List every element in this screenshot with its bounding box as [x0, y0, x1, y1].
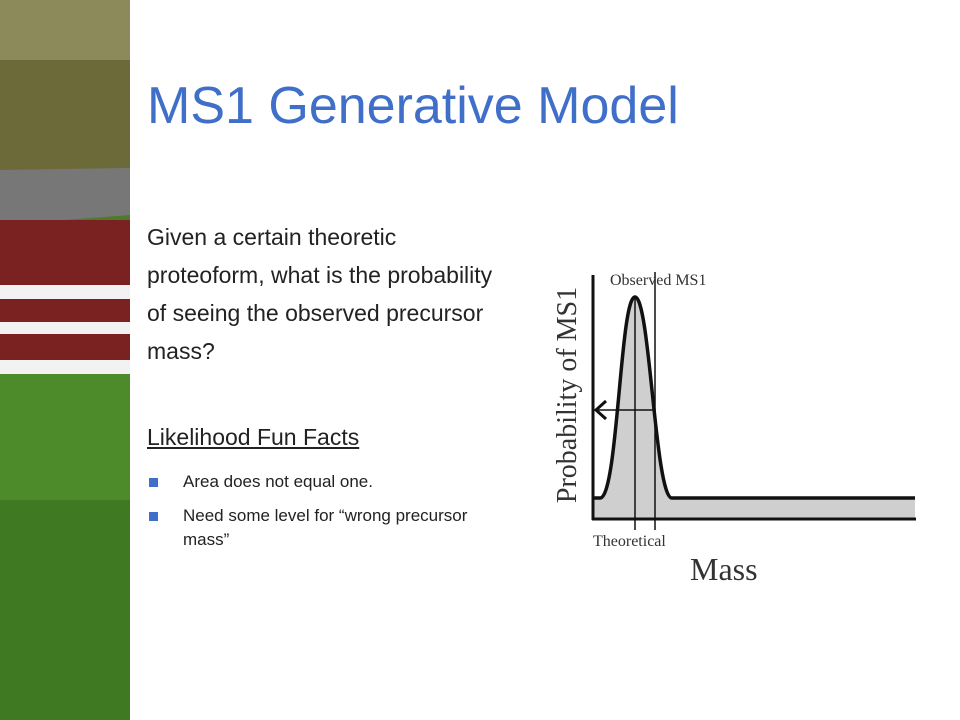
subheading: Likelihood Fun Facts [147, 424, 360, 450]
figure: Observed MS1 Probability of MS1 Theoreti… [552, 272, 916, 587]
photo-strip [0, 0, 130, 720]
bullet: Area does not equal one. [147, 470, 507, 494]
body-text: Given a certain theoretic proteoform, wh… [147, 224, 493, 364]
arrow-head [593, 399, 608, 421]
area [593, 297, 915, 518]
theoretical-label: Theoretical [593, 533, 666, 550]
observed-label: Observed MS1 [610, 272, 706, 289]
y-axis-label: Probability of MS1 [552, 287, 583, 503]
title: MS1 Generative Model [147, 77, 679, 135]
bullet: Need some level for “wrong precursor mas… [147, 504, 507, 552]
bullet-list: Area does not equal one. Need some level… [147, 470, 507, 562]
x-axis-label: Mass [690, 551, 758, 587]
